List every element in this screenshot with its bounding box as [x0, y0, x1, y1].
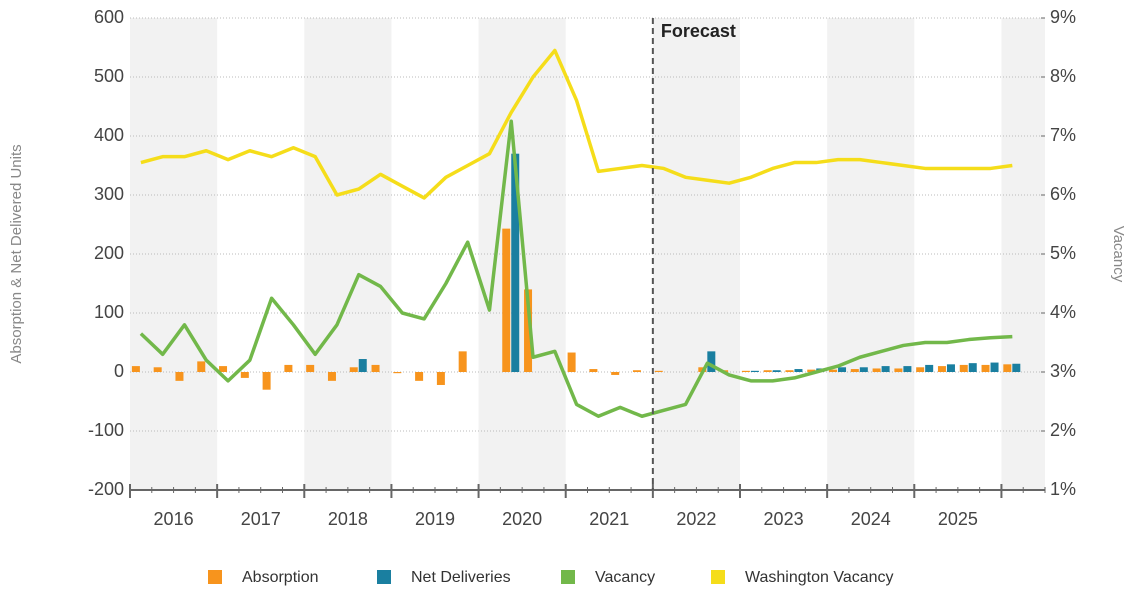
bar — [750, 370, 759, 372]
bar — [219, 366, 228, 372]
x-tick-label: 2023 — [764, 509, 804, 529]
x-tick-label: 2022 — [676, 509, 716, 529]
bar — [458, 351, 467, 372]
x-tick-label: 2019 — [415, 509, 455, 529]
bar — [524, 289, 533, 372]
bar — [589, 369, 598, 372]
y2-tick-label: 6% — [1050, 184, 1076, 204]
bar — [502, 228, 511, 372]
y-tick-label: -200 — [88, 479, 124, 499]
legend-swatch — [377, 570, 391, 584]
bar — [436, 372, 445, 385]
y2-tick-label: 7% — [1050, 125, 1076, 145]
y2-tick-label: 1% — [1050, 479, 1076, 499]
bar — [567, 352, 576, 372]
y2-tick-label: 9% — [1050, 7, 1076, 27]
bar — [262, 372, 271, 390]
bar — [850, 369, 859, 372]
y-tick-label: 200 — [94, 243, 124, 263]
x-tick-label: 2017 — [241, 509, 281, 529]
bar — [937, 366, 946, 372]
x-tick-label: 2025 — [938, 509, 978, 529]
bar — [872, 368, 881, 372]
y-tick-label: 0 — [114, 361, 124, 381]
bar — [131, 366, 140, 372]
legend-label: Absorption — [242, 569, 319, 586]
bar — [894, 368, 903, 372]
bar — [968, 363, 977, 372]
bar — [881, 366, 890, 372]
bar — [707, 351, 716, 372]
y-tick-label: 100 — [94, 302, 124, 322]
legend-label: Net Deliveries — [411, 569, 511, 586]
year-band — [130, 18, 218, 490]
bar — [829, 369, 838, 372]
legend-swatch — [561, 570, 575, 584]
y2-tick-label: 2% — [1050, 420, 1076, 440]
bar — [349, 367, 358, 372]
x-tick-label: 2020 — [502, 509, 542, 529]
legend-label: Vacancy — [595, 569, 655, 586]
bar — [197, 361, 206, 372]
bar — [358, 359, 367, 372]
y-tick-label: 600 — [94, 7, 124, 27]
bar — [959, 364, 968, 372]
legend-label: Washington Vacancy — [745, 569, 894, 586]
bar — [925, 364, 934, 372]
bar — [807, 369, 816, 372]
x-tick-label: 2021 — [589, 509, 629, 529]
line — [140, 48, 1013, 200]
legend-swatch — [711, 570, 725, 584]
year-band — [652, 18, 740, 490]
bar — [785, 370, 794, 372]
bar — [859, 367, 868, 372]
y-tick-label: 500 — [94, 66, 124, 86]
y2-tick-label: 3% — [1050, 361, 1076, 381]
forecast-label: Forecast — [661, 21, 736, 41]
y-tick-label: 300 — [94, 184, 124, 204]
bar — [175, 372, 184, 381]
line — [139, 119, 1013, 418]
year-band — [304, 18, 392, 490]
bar — [611, 372, 620, 375]
bar — [981, 364, 990, 372]
bar — [916, 367, 925, 372]
bar — [838, 367, 847, 372]
y2-tick-label: 4% — [1050, 302, 1076, 322]
x-tick-label: 2016 — [154, 509, 194, 529]
bar — [240, 372, 249, 378]
y2-tick-label: 5% — [1050, 243, 1076, 263]
legend-swatch — [208, 570, 222, 584]
bar — [903, 366, 912, 372]
bar — [1003, 364, 1012, 372]
bar — [741, 370, 750, 372]
y2-axis-label: Vacancy — [1110, 226, 1127, 283]
bar — [654, 370, 663, 372]
y2-tick-label: 8% — [1050, 66, 1076, 86]
bar — [306, 364, 315, 372]
bar — [371, 364, 380, 372]
bar — [632, 370, 641, 372]
bar — [415, 372, 424, 381]
bar — [1012, 363, 1021, 372]
year-band — [1001, 18, 1045, 490]
bar — [327, 372, 336, 381]
x-tick-label: 2024 — [851, 509, 891, 529]
x-tick-label: 2018 — [328, 509, 368, 529]
bar — [284, 364, 293, 372]
bar — [990, 362, 999, 372]
y-tick-label: 400 — [94, 125, 124, 145]
bar — [946, 364, 955, 372]
bar — [153, 367, 162, 372]
bar — [772, 370, 781, 372]
bar — [794, 369, 803, 372]
bar — [511, 153, 520, 372]
bar — [763, 370, 772, 372]
y-axis-label: Absorption & Net Delivered Units — [8, 144, 25, 363]
y-tick-label: -100 — [88, 420, 124, 440]
bar — [393, 372, 402, 374]
